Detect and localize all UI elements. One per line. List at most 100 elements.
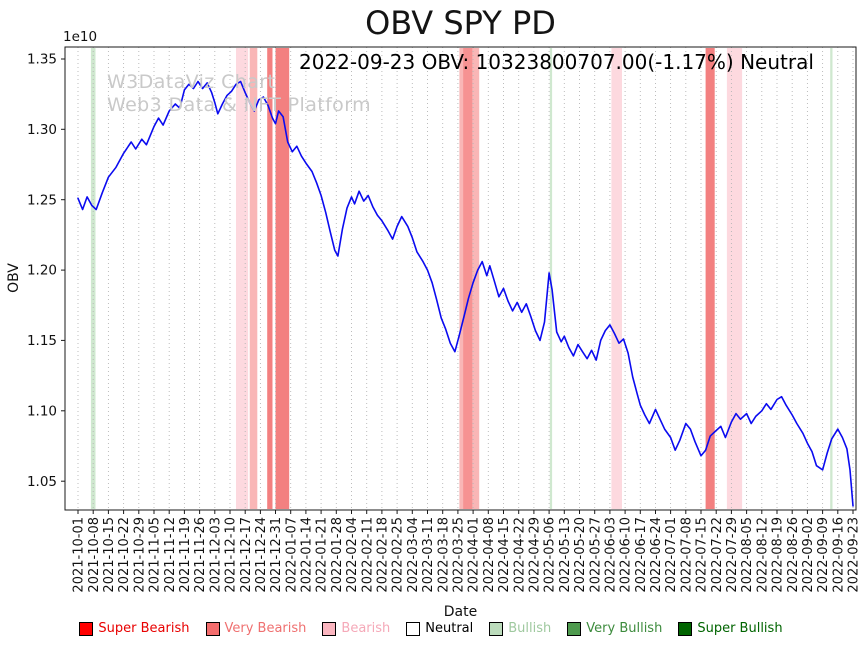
- y-tick-label: 1.25: [27, 192, 57, 208]
- chart-title: OBV SPY PD: [365, 4, 556, 42]
- legend-item-bullish: Bullish: [489, 621, 551, 636]
- x-tick-label: 2022-06-10: [619, 517, 634, 593]
- legend-item-very-bearish: Very Bearish: [205, 621, 307, 636]
- x-tick-label: 2022-08-12: [755, 517, 770, 593]
- legend-item-super-bearish: Super Bearish: [79, 621, 190, 636]
- x-tick-label: 2021-12-24: [254, 517, 269, 593]
- signal-band-very_bearish: [249, 48, 258, 509]
- y-tick-label: 1.35: [27, 52, 57, 68]
- signal-legend: Super Bearish Very Bearish Bearish Neutral B…: [10, 621, 852, 636]
- signal-band-bearish: [236, 48, 249, 509]
- x-tick-label: 2022-03-18: [436, 517, 451, 593]
- legend-label: Super Bearish: [98, 621, 190, 636]
- x-tick-label: 2022-08-26: [786, 517, 801, 593]
- legend-item-super-bullish: Super Bullish: [678, 621, 783, 636]
- signal-band-super_bearish: [267, 48, 273, 509]
- legend-label: Bearish: [341, 621, 391, 636]
- x-tick-label: 2021-10-22: [117, 517, 132, 593]
- legend-swatch: [322, 621, 337, 636]
- x-tick-label: 2021-12-31: [269, 517, 284, 593]
- x-tick-label: 2022-05-27: [588, 517, 603, 593]
- x-tick-label: 2022-01-14: [300, 517, 315, 593]
- latest-value-annotation: 2022-09-23 OBV: 10323800707.00(-1.17%) N…: [299, 50, 814, 74]
- x-tick-label: 2021-11-12: [163, 517, 178, 593]
- obv-line: [77, 80, 854, 507]
- signal-band-bullish: [830, 48, 833, 509]
- legend-item-neutral: Neutral: [406, 621, 473, 636]
- x-tick-label: 2022-01-28: [330, 517, 345, 593]
- legend-label: Very Bearish: [224, 621, 307, 636]
- x-tick-label: 2022-08-19: [771, 517, 786, 593]
- x-tick-label: 2022-06-24: [649, 517, 664, 593]
- x-tick-label: 2022-02-18: [376, 517, 391, 593]
- x-tick-label: 2021-12-03: [208, 517, 223, 593]
- y-tick-label: 1.15: [27, 333, 57, 349]
- y-tick-label: 1.10: [27, 403, 57, 419]
- legend-label: Very Bullish: [586, 621, 663, 636]
- signal-band-super_bearish: [275, 48, 290, 509]
- x-tick-label: 2022-09-16: [831, 517, 846, 593]
- x-tick-label: 2022-03-25: [452, 517, 467, 593]
- x-tick-label: 2022-02-11: [360, 517, 375, 593]
- x-tick-label: 2022-02-04: [345, 517, 360, 593]
- legend-swatch: [406, 621, 421, 636]
- x-tick-label: 2022-03-04: [406, 517, 421, 593]
- x-tick-label: 2022-01-07: [284, 517, 299, 593]
- x-tick-label: 2022-08-05: [740, 517, 755, 593]
- x-tick-label: 2022-03-11: [421, 517, 436, 593]
- x-tick-label: 2022-04-22: [512, 517, 527, 593]
- y-axis-label: OBV: [6, 263, 22, 293]
- x-tick-label: 2021-11-26: [193, 517, 208, 593]
- x-tick-label: 2022-07-08: [679, 517, 694, 593]
- y-tick-label: 1.30: [27, 122, 57, 138]
- x-tick-label: 2022-04-08: [482, 517, 497, 593]
- x-tick-label: 2021-10-15: [102, 517, 117, 593]
- legend-item-bearish: Bearish: [322, 621, 390, 636]
- x-tick-label: 2021-10-01: [72, 517, 87, 593]
- plot-border: [64, 46, 857, 511]
- x-tick-label: 2022-04-29: [528, 517, 543, 593]
- y-axis-offset-label: 1e10: [63, 29, 98, 45]
- x-tick-label: 2021-11-05: [148, 517, 163, 593]
- x-tick-label: 2022-07-15: [695, 517, 710, 593]
- x-tick-label: 2022-05-13: [558, 517, 573, 593]
- x-tick-label: 2022-06-17: [634, 517, 649, 593]
- signal-band-very_bearish: [463, 48, 473, 509]
- x-tick-label: 2022-01-21: [315, 517, 330, 593]
- legend-label: Neutral: [425, 621, 474, 636]
- x-tick-label: 2022-04-01: [467, 517, 482, 593]
- x-tick-label: 2022-07-01: [664, 517, 679, 593]
- x-tick-label: 2022-05-06: [543, 517, 558, 593]
- watermark: W3DataViz Chart Web3 Data & NFT Platform: [107, 71, 371, 117]
- x-tick-label: 2021-11-19: [178, 517, 193, 593]
- x-tick-label: 2022-09-09: [816, 517, 831, 593]
- legend-swatch: [678, 621, 693, 636]
- y-tick-label: 1.20: [27, 263, 57, 279]
- legend-label: Super Bullish: [697, 621, 783, 636]
- x-tick-label: 2022-07-22: [710, 517, 725, 593]
- x-tick-label: 2022-04-15: [497, 517, 512, 593]
- x-tick-label: 2021-10-08: [87, 517, 102, 593]
- watermark-line2: Web3 Data & NFT Platform: [107, 93, 371, 116]
- x-tick-label: 2021-10-29: [132, 517, 147, 593]
- x-tick-label: 2022-09-23: [847, 517, 862, 593]
- legend-swatch: [489, 621, 504, 636]
- x-tick-label: 2021-12-10: [224, 517, 239, 593]
- x-tick-label: 2022-06-03: [604, 517, 619, 593]
- x-axis-label: Date: [443, 604, 478, 620]
- signal-band-bearish: [726, 48, 743, 509]
- x-tick-label: 2022-07-29: [725, 517, 740, 593]
- x-tick-label: 2022-05-20: [573, 517, 588, 593]
- signal-band-bullish: [90, 48, 96, 509]
- legend-swatch: [205, 621, 220, 636]
- legend-swatch: [79, 621, 94, 636]
- y-tick-label: 1.05: [27, 474, 57, 490]
- signal-band-bullish: [549, 48, 553, 509]
- signal-band-bearish: [611, 48, 622, 509]
- x-tick-label: 2022-02-25: [391, 517, 406, 593]
- legend-item-very-bullish: Very Bullish: [567, 621, 662, 636]
- x-tick-label: 2022-09-02: [801, 517, 816, 593]
- x-tick-label: 2021-12-17: [239, 517, 254, 593]
